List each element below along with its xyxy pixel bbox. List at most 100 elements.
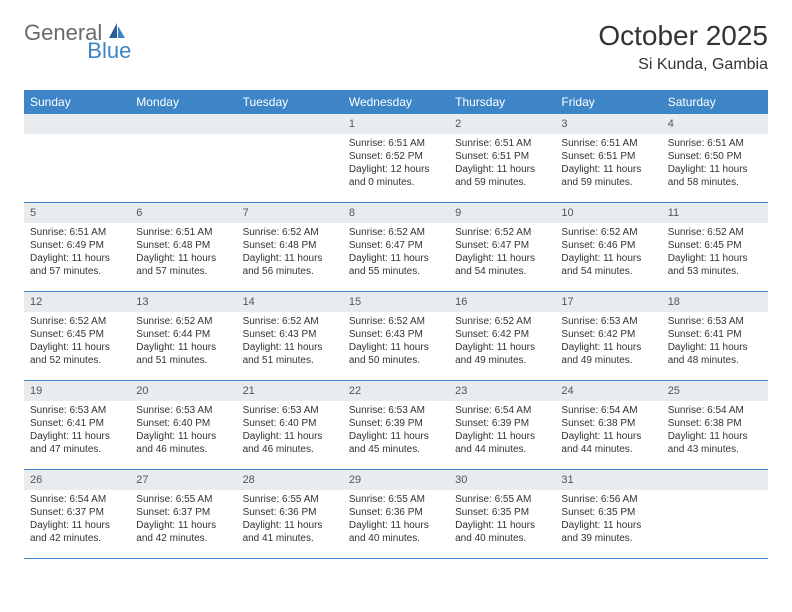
daylight-line: Daylight: 11 hours and 44 minutes.	[561, 430, 655, 456]
day-body: Sunrise: 6:52 AMSunset: 6:46 PMDaylight:…	[555, 223, 661, 284]
sunrise-line: Sunrise: 6:53 AM	[668, 315, 762, 328]
day-cell: 17Sunrise: 6:53 AMSunset: 6:42 PMDayligh…	[555, 292, 661, 380]
daylight-line: Daylight: 11 hours and 54 minutes.	[455, 252, 549, 278]
day-body: Sunrise: 6:51 AMSunset: 6:52 PMDaylight:…	[343, 134, 449, 195]
daylight-line: Daylight: 11 hours and 57 minutes.	[30, 252, 124, 278]
sunset-line: Sunset: 6:44 PM	[136, 328, 230, 341]
week-row: 1Sunrise: 6:51 AMSunset: 6:52 PMDaylight…	[24, 114, 768, 203]
weeks-container: 1Sunrise: 6:51 AMSunset: 6:52 PMDaylight…	[24, 114, 768, 559]
day-number: 8	[343, 203, 449, 223]
sunrise-line: Sunrise: 6:52 AM	[30, 315, 124, 328]
sunrise-line: Sunrise: 6:53 AM	[30, 404, 124, 417]
day-number: 22	[343, 381, 449, 401]
day-cell: 13Sunrise: 6:52 AMSunset: 6:44 PMDayligh…	[130, 292, 236, 380]
sunset-line: Sunset: 6:39 PM	[455, 417, 549, 430]
day-cell: 12Sunrise: 6:52 AMSunset: 6:45 PMDayligh…	[24, 292, 130, 380]
sunset-line: Sunset: 6:43 PM	[349, 328, 443, 341]
day-number: 31	[555, 470, 661, 490]
sunset-line: Sunset: 6:41 PM	[668, 328, 762, 341]
day-number: 17	[555, 292, 661, 312]
day-number: 3	[555, 114, 661, 134]
sunset-line: Sunset: 6:43 PM	[243, 328, 337, 341]
day-number: 20	[130, 381, 236, 401]
sunrise-line: Sunrise: 6:53 AM	[136, 404, 230, 417]
day-cell: 23Sunrise: 6:54 AMSunset: 6:39 PMDayligh…	[449, 381, 555, 469]
day-number: 30	[449, 470, 555, 490]
sunset-line: Sunset: 6:37 PM	[136, 506, 230, 519]
sunset-line: Sunset: 6:36 PM	[349, 506, 443, 519]
day-header-cell: Tuesday	[237, 90, 343, 114]
day-cell: 28Sunrise: 6:55 AMSunset: 6:36 PMDayligh…	[237, 470, 343, 558]
logo-text-blue: Blue	[87, 38, 131, 64]
day-number: 11	[662, 203, 768, 223]
day-cell	[130, 114, 236, 202]
day-number: 10	[555, 203, 661, 223]
day-cell	[662, 470, 768, 558]
sunset-line: Sunset: 6:35 PM	[455, 506, 549, 519]
sunset-line: Sunset: 6:40 PM	[243, 417, 337, 430]
sunrise-line: Sunrise: 6:54 AM	[561, 404, 655, 417]
location-subtitle: Si Kunda, Gambia	[598, 56, 768, 74]
sunset-line: Sunset: 6:48 PM	[243, 239, 337, 252]
day-body: Sunrise: 6:51 AMSunset: 6:51 PMDaylight:…	[449, 134, 555, 195]
sunset-line: Sunset: 6:51 PM	[561, 150, 655, 163]
day-cell: 2Sunrise: 6:51 AMSunset: 6:51 PMDaylight…	[449, 114, 555, 202]
day-number: 21	[237, 381, 343, 401]
daylight-line: Daylight: 11 hours and 53 minutes.	[668, 252, 762, 278]
day-body: Sunrise: 6:51 AMSunset: 6:50 PMDaylight:…	[662, 134, 768, 195]
day-cell: 9Sunrise: 6:52 AMSunset: 6:47 PMDaylight…	[449, 203, 555, 291]
day-cell: 24Sunrise: 6:54 AMSunset: 6:38 PMDayligh…	[555, 381, 661, 469]
day-cell: 5Sunrise: 6:51 AMSunset: 6:49 PMDaylight…	[24, 203, 130, 291]
daylight-line: Daylight: 11 hours and 42 minutes.	[30, 519, 124, 545]
day-number: 26	[24, 470, 130, 490]
sunrise-line: Sunrise: 6:55 AM	[136, 493, 230, 506]
day-cell: 29Sunrise: 6:55 AMSunset: 6:36 PMDayligh…	[343, 470, 449, 558]
daylight-line: Daylight: 11 hours and 51 minutes.	[136, 341, 230, 367]
day-cell	[24, 114, 130, 202]
day-cell: 14Sunrise: 6:52 AMSunset: 6:43 PMDayligh…	[237, 292, 343, 380]
sunset-line: Sunset: 6:38 PM	[668, 417, 762, 430]
week-row: 12Sunrise: 6:52 AMSunset: 6:45 PMDayligh…	[24, 292, 768, 381]
sunrise-line: Sunrise: 6:51 AM	[349, 137, 443, 150]
page-title: October 2025	[598, 20, 768, 52]
day-number: 29	[343, 470, 449, 490]
day-body: Sunrise: 6:56 AMSunset: 6:35 PMDaylight:…	[555, 490, 661, 551]
day-number: 18	[662, 292, 768, 312]
daylight-line: Daylight: 11 hours and 48 minutes.	[668, 341, 762, 367]
day-header-cell: Friday	[555, 90, 661, 114]
day-cell: 22Sunrise: 6:53 AMSunset: 6:39 PMDayligh…	[343, 381, 449, 469]
day-cell: 31Sunrise: 6:56 AMSunset: 6:35 PMDayligh…	[555, 470, 661, 558]
day-number: 15	[343, 292, 449, 312]
sunset-line: Sunset: 6:39 PM	[349, 417, 443, 430]
sunset-line: Sunset: 6:36 PM	[243, 506, 337, 519]
daylight-line: Daylight: 11 hours and 59 minutes.	[455, 163, 549, 189]
sunrise-line: Sunrise: 6:52 AM	[349, 315, 443, 328]
daylight-line: Daylight: 11 hours and 56 minutes.	[243, 252, 337, 278]
daylight-line: Daylight: 11 hours and 54 minutes.	[561, 252, 655, 278]
day-number: 1	[343, 114, 449, 134]
sunrise-line: Sunrise: 6:53 AM	[561, 315, 655, 328]
sunrise-line: Sunrise: 6:55 AM	[455, 493, 549, 506]
day-body: Sunrise: 6:55 AMSunset: 6:35 PMDaylight:…	[449, 490, 555, 551]
day-number: 28	[237, 470, 343, 490]
day-cell: 3Sunrise: 6:51 AMSunset: 6:51 PMDaylight…	[555, 114, 661, 202]
sunset-line: Sunset: 6:42 PM	[561, 328, 655, 341]
sunset-line: Sunset: 6:41 PM	[30, 417, 124, 430]
day-cell: 6Sunrise: 6:51 AMSunset: 6:48 PMDaylight…	[130, 203, 236, 291]
day-body: Sunrise: 6:53 AMSunset: 6:41 PMDaylight:…	[24, 401, 130, 462]
sunset-line: Sunset: 6:45 PM	[668, 239, 762, 252]
daylight-line: Daylight: 11 hours and 42 minutes.	[136, 519, 230, 545]
sunrise-line: Sunrise: 6:54 AM	[668, 404, 762, 417]
sunrise-line: Sunrise: 6:52 AM	[136, 315, 230, 328]
day-body: Sunrise: 6:52 AMSunset: 6:48 PMDaylight:…	[237, 223, 343, 284]
day-cell: 16Sunrise: 6:52 AMSunset: 6:42 PMDayligh…	[449, 292, 555, 380]
day-cell: 7Sunrise: 6:52 AMSunset: 6:48 PMDaylight…	[237, 203, 343, 291]
day-cell: 25Sunrise: 6:54 AMSunset: 6:38 PMDayligh…	[662, 381, 768, 469]
sunset-line: Sunset: 6:35 PM	[561, 506, 655, 519]
sunrise-line: Sunrise: 6:52 AM	[668, 226, 762, 239]
day-body: Sunrise: 6:54 AMSunset: 6:39 PMDaylight:…	[449, 401, 555, 462]
day-number: 25	[662, 381, 768, 401]
sunrise-line: Sunrise: 6:52 AM	[243, 226, 337, 239]
sunset-line: Sunset: 6:40 PM	[136, 417, 230, 430]
sunrise-line: Sunrise: 6:55 AM	[243, 493, 337, 506]
